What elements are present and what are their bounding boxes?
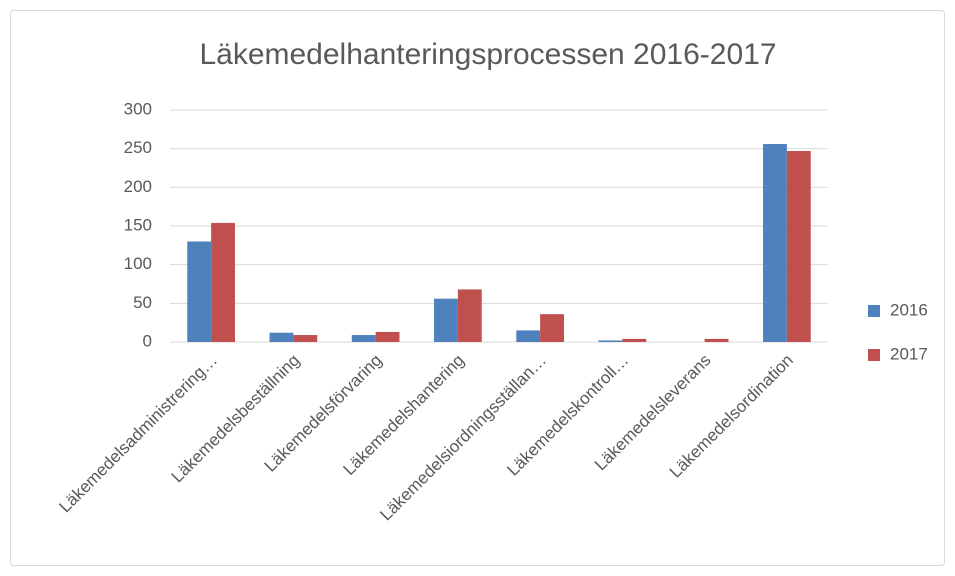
bar [269,332,294,342]
y-tick-label: 150 [124,215,152,234]
y-tick-label: 250 [124,138,152,157]
bar [293,335,318,342]
bar [187,241,212,342]
legend-swatch [868,349,880,361]
bar [516,330,541,342]
y-tick-label: 0 [143,331,152,350]
chart-frame [10,10,945,566]
y-tick-label: 300 [124,99,152,118]
bar [434,298,458,342]
y-tick-label: 50 [133,293,152,312]
y-tick-label: 200 [124,177,152,196]
bar [598,340,623,342]
bar [540,314,564,342]
bar [622,338,647,342]
bar [457,289,482,342]
bar [704,338,729,342]
bar [786,150,811,342]
bar [763,144,787,342]
bar [211,222,235,342]
legend-label: 2016 [890,300,928,319]
chart-title: Läkemedelhanteringsprocessen 2016-2017 [199,38,776,71]
bar [375,331,400,342]
bar [351,335,376,342]
legend-label: 2017 [890,344,928,363]
y-tick-label: 100 [124,254,152,273]
legend-swatch [868,305,880,317]
